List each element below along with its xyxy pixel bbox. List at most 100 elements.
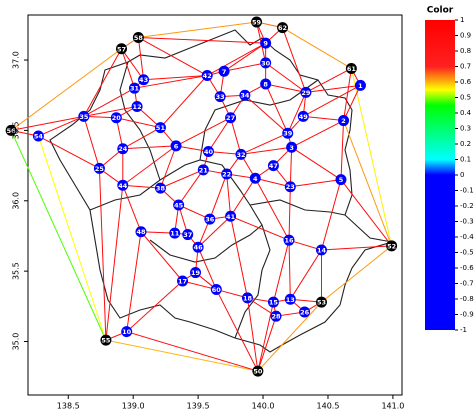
node-label: 11: [170, 230, 180, 238]
node-label: 24: [118, 145, 128, 153]
node: [78, 110, 90, 122]
node-label: 37: [183, 231, 192, 239]
node-label: 35: [79, 113, 89, 121]
edge: [291, 120, 344, 148]
node-label: 16: [284, 237, 294, 245]
edge: [226, 173, 232, 217]
edge: [343, 85, 361, 121]
edge: [305, 84, 361, 93]
node: [128, 82, 140, 94]
node: [386, 240, 398, 252]
node: [169, 227, 181, 239]
x-tick-label: 140.5: [317, 402, 340, 411]
edge: [126, 331, 258, 372]
node: [190, 267, 202, 279]
edge: [126, 280, 183, 333]
edge: [209, 173, 228, 220]
node-label: 47: [269, 162, 278, 170]
edge: [140, 231, 175, 234]
y-tick-label: 35.5: [12, 262, 21, 280]
y-tick-label: 37.0: [12, 51, 21, 69]
node-label: 43: [139, 76, 148, 84]
edge: [257, 302, 274, 372]
node: [116, 43, 127, 55]
node: [5, 124, 17, 136]
edge: [282, 27, 352, 69]
edge: [303, 84, 361, 117]
colorbar-tick-label: 0.2: [460, 140, 471, 148]
node-label: 39: [283, 130, 293, 138]
colorbar-tick-label: 0.7: [460, 63, 471, 71]
edge: [257, 316, 277, 372]
colorbar-tick-label: -0.2: [460, 202, 474, 210]
node-label: 6: [174, 142, 179, 150]
node-label: 54: [34, 133, 44, 141]
node: [277, 22, 289, 34]
node: [121, 326, 133, 338]
edge: [223, 42, 266, 72]
edge: [350, 68, 393, 246]
edge: [160, 169, 204, 189]
node-label: 48: [136, 228, 146, 236]
node-label: 58: [134, 34, 144, 42]
edge: [289, 147, 293, 187]
node-label: 2: [341, 117, 346, 125]
node: [252, 365, 264, 377]
edge: [282, 27, 307, 93]
node-label: 20: [112, 114, 122, 122]
colorbar-tick-label: -0.3: [460, 218, 474, 226]
node: [267, 160, 279, 172]
colorbar-tick-label: 0.9: [460, 32, 471, 40]
edge: [240, 132, 288, 155]
edge: [291, 146, 342, 181]
node-label: 30: [261, 59, 271, 67]
edge: [206, 42, 266, 76]
node: [335, 174, 347, 186]
edge: [138, 37, 266, 44]
node-label: 55: [101, 337, 111, 345]
node-label: 49: [299, 113, 309, 121]
node: [214, 91, 226, 103]
node-label: 59: [252, 19, 262, 27]
node-label: 8: [263, 80, 268, 88]
edge: [321, 245, 392, 251]
edge: [134, 75, 208, 89]
colorbar-tick-label: 0.8: [460, 47, 471, 55]
node-label: 52: [387, 242, 396, 250]
node: [154, 182, 166, 194]
edge: [265, 62, 307, 93]
edge: [121, 48, 135, 89]
node: [284, 293, 296, 305]
edge: [105, 185, 124, 341]
edge: [265, 83, 289, 134]
node-label: 41: [226, 213, 236, 221]
edge: [105, 339, 258, 372]
edge: [143, 75, 208, 81]
node-label: 28: [272, 313, 282, 321]
plot-frame: [27, 14, 403, 396]
node-label: 36: [205, 216, 215, 224]
edge: [272, 240, 290, 303]
colorbar-tick-label: -0.6: [460, 264, 474, 272]
node-label: 4: [253, 175, 258, 183]
y-tick-label: 36.5: [12, 122, 21, 140]
colorbar-tick-label: 0: [460, 171, 464, 179]
node-label: 18: [243, 294, 253, 302]
edge: [83, 116, 100, 169]
edge: [138, 21, 257, 39]
node-label: 12: [133, 103, 142, 111]
node: [251, 16, 263, 28]
node: [197, 164, 209, 176]
node: [282, 127, 294, 139]
node: [225, 210, 237, 222]
node-label: 32: [236, 151, 245, 159]
node: [249, 172, 261, 184]
edge: [38, 135, 100, 169]
node: [173, 199, 185, 211]
colorbar: [425, 20, 455, 330]
node: [354, 79, 366, 91]
node-label: 14: [317, 247, 327, 255]
node: [297, 110, 309, 122]
edge: [122, 185, 142, 232]
